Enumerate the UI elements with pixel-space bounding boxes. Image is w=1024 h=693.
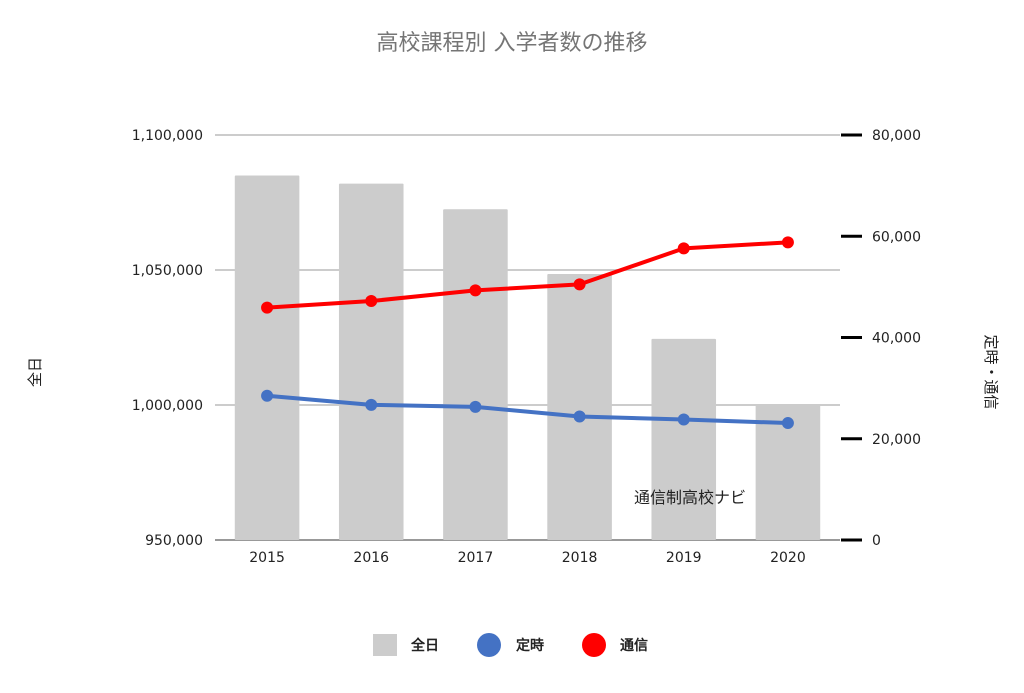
legend: 全日 定時 通信 [373, 633, 648, 657]
data-point [677, 413, 690, 426]
data-point [781, 417, 794, 430]
chart-title: 高校課程別 入学者数の推移 [377, 31, 648, 56]
legend-label: 定時 [516, 637, 544, 654]
x-tick-label: 2016 [353, 550, 389, 566]
data-point [261, 301, 274, 314]
right-tick-label: 40,000 [872, 331, 921, 347]
data-point [573, 410, 586, 423]
data-point [365, 398, 378, 411]
left-tick-label: 950,000 [145, 533, 203, 549]
line-series [261, 236, 794, 430]
legend-swatch [373, 634, 397, 656]
bar [547, 274, 612, 540]
right-axis-title: 定時・通信 [982, 334, 1000, 409]
legend-label: 全日 [410, 637, 439, 654]
data-point [261, 389, 274, 402]
series-line [265, 240, 790, 310]
x-tick-label: 2017 [458, 550, 494, 566]
x-axis-ticks: 2015 2016 2017 2018 2019 2020 [249, 550, 805, 566]
right-tick-label: 80,000 [872, 128, 921, 144]
right-tick-label: 60,000 [872, 229, 921, 245]
legend-swatch [477, 633, 501, 657]
right-tick-label: 0 [872, 533, 881, 549]
left-tick-label: 1,100,000 [132, 128, 203, 144]
data-point [677, 242, 690, 255]
x-tick-label: 2018 [562, 550, 598, 566]
data-point [573, 278, 586, 291]
watermark-text: 通信制高校ナビ [634, 488, 746, 507]
bar [338, 183, 404, 540]
left-axis-ticks: 950,000 1,000,000 1,050,000 1,100,000 [132, 128, 203, 549]
bar [651, 338, 717, 540]
right-tick-label: 20,000 [872, 432, 921, 448]
series-line [265, 393, 790, 426]
bar-series [234, 175, 821, 540]
data-point [469, 284, 482, 297]
bar [234, 175, 300, 540]
gridlines [215, 134, 840, 541]
legend-label: 通信 [620, 637, 648, 654]
left-axis-title: 全日 [26, 357, 44, 387]
left-tick-label: 1,000,000 [132, 398, 203, 414]
data-point [365, 295, 378, 308]
x-tick-label: 2020 [770, 550, 806, 566]
data-point [781, 236, 794, 249]
bar [443, 209, 508, 540]
x-tick-label: 2019 [666, 550, 702, 566]
bar [755, 405, 821, 540]
left-tick-label: 1,050,000 [132, 263, 203, 279]
right-axis-ticks: 0 20,000 40,000 60,000 80,000 [841, 128, 921, 549]
legend-swatch [582, 633, 606, 657]
x-tick-label: 2015 [249, 550, 285, 566]
data-point [469, 400, 482, 413]
